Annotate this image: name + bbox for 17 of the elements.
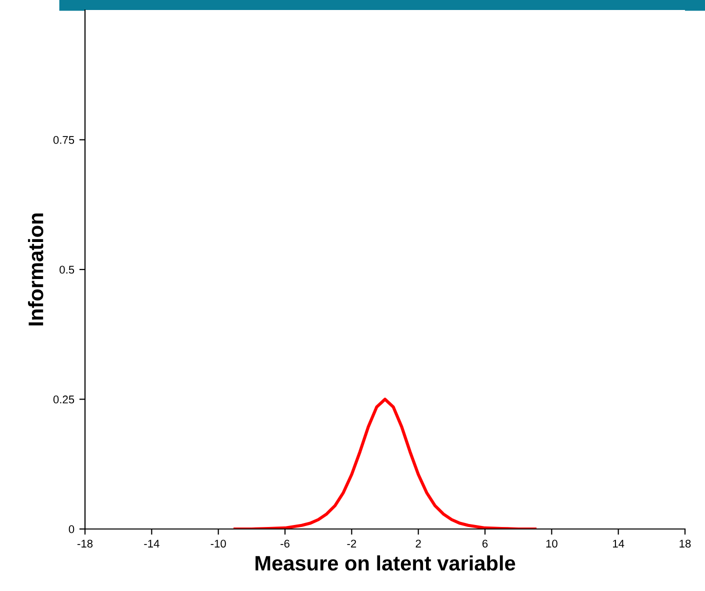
x-tick-label: 2 [416, 540, 421, 548]
x-tick-label: 10 [546, 540, 558, 548]
y-tick-label: 0 [68, 525, 74, 534]
x-tick-label: -2 [347, 540, 356, 548]
x-tick-label: 18 [680, 540, 691, 548]
x-tick-label: 14 [613, 540, 624, 548]
y-axis-title: Information [28, 214, 44, 326]
x-tick-label: -10 [210, 540, 226, 548]
y-tick-label: 0.25 [53, 396, 74, 404]
x-axis-title: Measure on latent variable [256, 555, 516, 571]
y-tick-label: 0.5 [60, 266, 74, 274]
x-tick-label: -6 [280, 540, 290, 548]
x-tick-label: 6 [482, 540, 488, 548]
x-tick-label: -18 [77, 540, 93, 548]
x-tick-label: -14 [144, 540, 160, 548]
line-series [233, 398, 537, 529]
y-tick-label: 0.75 [53, 136, 74, 144]
